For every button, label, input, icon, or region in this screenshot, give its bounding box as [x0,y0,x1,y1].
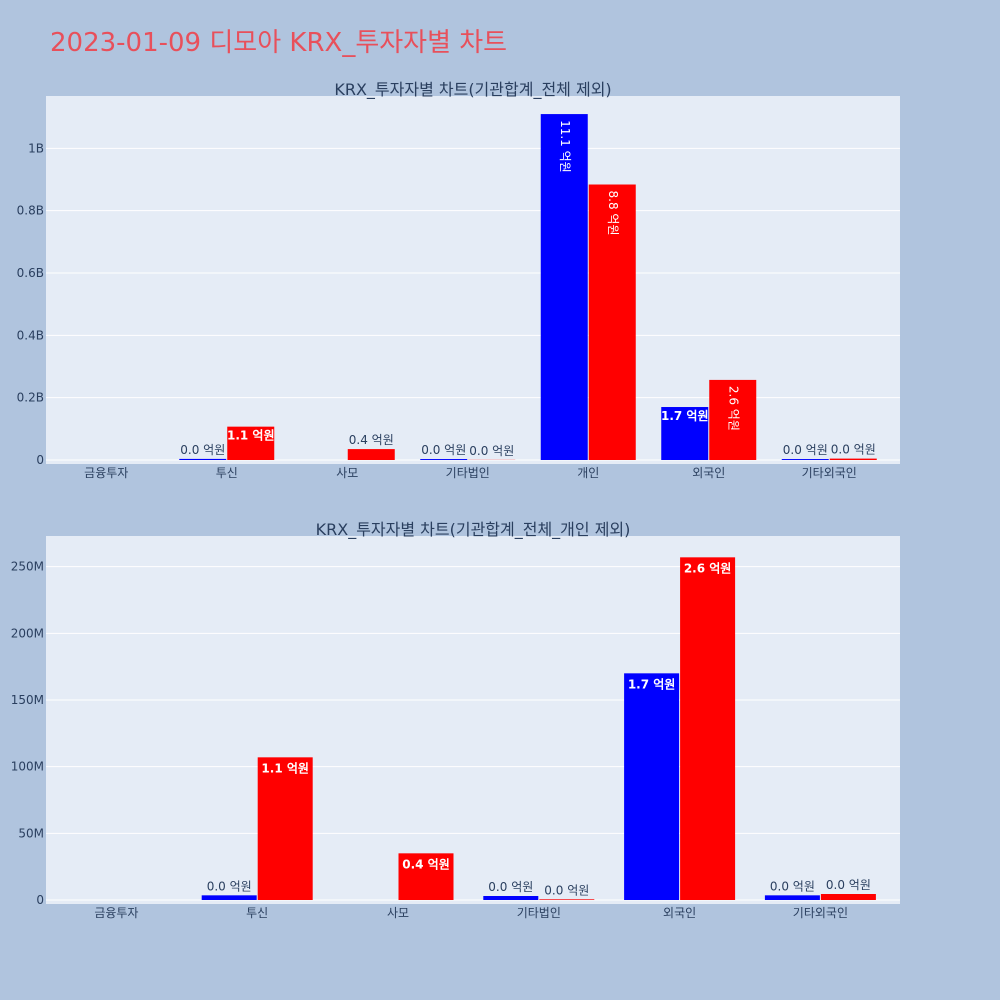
x-tick-label: 투신 [216,466,238,480]
bar-label: 2.6 억원 [684,561,732,575]
chart-title: KRX_투자자별 차트(기관합계_전체_개인 제외) [316,520,631,540]
bar-label: 1.1 억원 [227,429,275,443]
x-tick-label: 사모 [336,466,358,480]
y-tick-label: 0 [36,893,44,907]
bar [781,459,829,460]
bar [483,896,539,900]
y-tick-label: 250M [11,560,44,574]
x-tick-label: 기타법인 [517,906,561,920]
y-tick-label: 0.4B [17,328,44,342]
bar-label: 0.0 억원 [783,443,828,457]
y-tick-label: 50M [18,826,44,840]
bar-label: 0.0 억원 [831,443,876,457]
page-title: 2023-01-09 디모아 KRX_투자자별 차트 [50,28,508,58]
bar [820,894,876,900]
bar [540,114,588,460]
bar [624,673,680,900]
bar-label: 0.0 억원 [421,443,466,457]
chart-title: KRX_투자자별 차트(기관합계_전체 제외) [334,80,611,100]
x-tick-label: 금융투자 [94,906,138,920]
x-tick-label: 기타외국인 [793,906,848,920]
y-tick-label: 0 [36,453,44,467]
y-tick-label: 1B [28,141,44,155]
bar [661,407,709,460]
bar [680,557,736,900]
bar-label: 8.8 억원 [606,191,620,236]
bar-label: 0.0 억원 [826,878,871,892]
bar [764,895,820,900]
bar-label: 0.0 억원 [469,444,514,458]
bar [398,853,454,900]
bar-label: 0.0 억원 [207,879,252,893]
bar-label: 1.7 억원 [661,409,709,423]
bar-label: 0.4 억원 [402,857,450,871]
bar [588,184,636,461]
bar-label: 0.0 억원 [180,443,225,457]
bar-label: 0.4 억원 [349,433,394,447]
bar-label: 0.0 억원 [544,883,589,897]
x-tick-label: 외국인 [692,466,725,480]
bar [179,458,227,460]
x-tick-label: 투신 [246,906,268,920]
chart-top: 0 0.2B 0.4B 0.6B 0.8B 1B KRX_투자자별 차트(기관합계_전체 제… [17,80,900,480]
y-tick-label: 0.2B [17,391,44,405]
x-tick-label: 금융투자 [84,466,128,480]
x-tick-label: 기타법인 [446,466,490,480]
y-tick-label: 200M [11,626,44,640]
y-tick-label: 150M [11,693,44,707]
bar-label: 1.7 억원 [628,677,676,691]
bar-label: 2.6 억원 [726,386,740,431]
bar [227,426,275,460]
chart-bottom: 0 50M 100M 150M 200M 250M KRX_투자자별 차트(기관합계_전체_… [11,520,900,920]
bar [420,459,468,460]
bar-label: 11.1 억원 [558,120,572,173]
y-tick-label: 0.8B [17,204,44,218]
y-tick-label: 100M [11,760,44,774]
y-tick-label: 0.6B [17,266,44,280]
plot-area [46,536,900,904]
bar [709,379,757,460]
bar [347,449,395,460]
plot-area [46,96,900,464]
x-tick-label: 사모 [387,906,409,920]
x-tick-label: 외국인 [663,906,696,920]
bar [829,458,877,460]
bar-label: 1.1 억원 [261,761,309,775]
bar-label: 0.0 억원 [770,879,815,893]
bar [201,895,257,900]
bar-label: 0.0 억원 [488,880,533,894]
x-tick-label: 기타외국인 [802,466,857,480]
bar [257,757,313,900]
x-tick-label: 개인 [577,466,599,480]
bar [539,899,595,900]
